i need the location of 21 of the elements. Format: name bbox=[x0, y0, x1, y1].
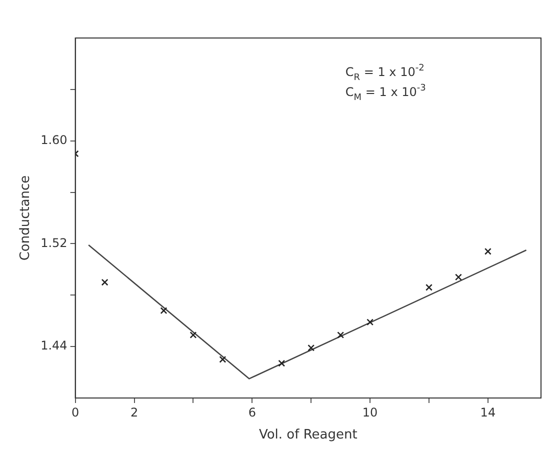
x-tick-label: 2 bbox=[130, 405, 138, 420]
x-tick-label: 0 bbox=[72, 405, 80, 420]
x-tick-label: 10 bbox=[362, 405, 378, 420]
x-tick-label: 14 bbox=[480, 405, 496, 420]
point bbox=[278, 360, 286, 367]
y-tick-label: 1.52 bbox=[40, 236, 68, 250]
y-axis-title: Conductance bbox=[18, 175, 34, 261]
point bbox=[454, 274, 462, 281]
point bbox=[190, 332, 197, 338]
point bbox=[484, 248, 492, 255]
point bbox=[337, 332, 344, 338]
y-tick-label: 1.44 bbox=[40, 338, 68, 353]
point bbox=[426, 284, 432, 291]
x-axis-title: Vol. of Reagent bbox=[258, 428, 358, 443]
point bbox=[366, 318, 374, 326]
point bbox=[219, 356, 226, 363]
point bbox=[101, 278, 108, 286]
point bbox=[308, 344, 315, 352]
x-tick-label: 6 bbox=[248, 405, 256, 420]
y-tick-label: 1.60 bbox=[40, 132, 68, 147]
point bbox=[160, 307, 168, 314]
